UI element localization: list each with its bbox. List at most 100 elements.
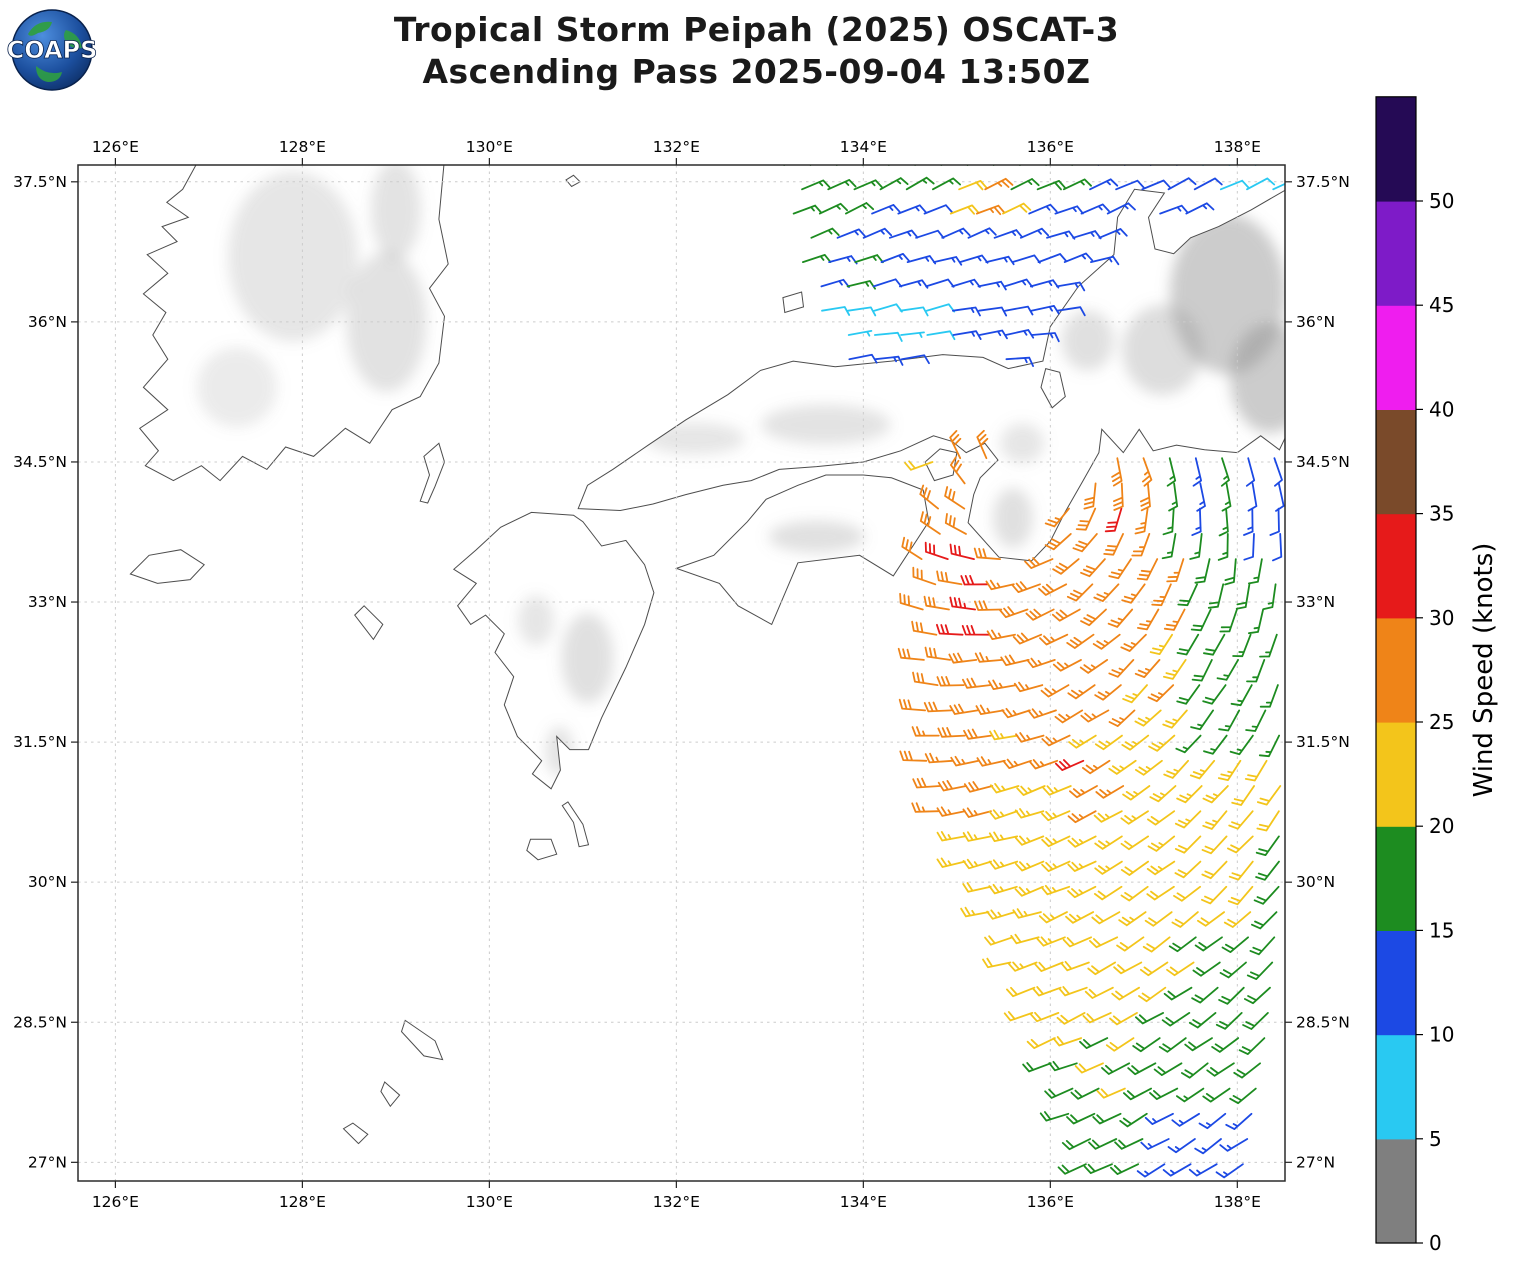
wind-barb — [801, 179, 831, 191]
wind-barb — [1123, 1087, 1152, 1101]
terrain-shading — [196, 165, 1285, 777]
wind-barb — [1054, 205, 1084, 215]
wind-barb — [948, 652, 978, 664]
wind-barb — [1235, 583, 1251, 610]
wind-barb — [960, 575, 989, 586]
page-title-line2: Ascending Pass 2025-09-04 13:50Z — [422, 52, 1091, 91]
wind-barb — [1032, 986, 1062, 997]
coastline-jeju — [129, 549, 205, 584]
wind-barb — [1101, 1062, 1131, 1075]
wind-barb — [1012, 908, 1042, 919]
wind-barb — [1058, 986, 1088, 997]
wind-barb — [1227, 835, 1254, 854]
wind-barb — [1238, 1037, 1266, 1055]
wind-barb — [1185, 202, 1215, 215]
wind-barb — [986, 629, 1016, 640]
wind-barb — [914, 165, 918, 166]
wind-barb — [900, 354, 930, 365]
wind-barb — [905, 176, 935, 191]
wind-barb — [1056, 306, 1086, 317]
wind-barb — [1131, 533, 1151, 557]
wind-barb — [792, 204, 822, 215]
wind-barb — [1146, 885, 1175, 901]
wind-barb — [1072, 533, 1098, 553]
axis-tick-label: 134°E — [840, 1193, 887, 1211]
wind-barb — [1194, 936, 1223, 952]
wind-barb — [897, 647, 925, 661]
wind-barb — [846, 280, 876, 290]
wind-barb — [1147, 684, 1175, 703]
wind-barb — [1136, 558, 1159, 581]
axis-tick-label: 128°E — [279, 1193, 326, 1211]
wind-barb — [1067, 860, 1097, 872]
wind-barb — [1171, 911, 1199, 928]
wind-barb — [1174, 835, 1202, 854]
wind-barb — [1014, 885, 1044, 897]
coastline-oki — [782, 291, 805, 314]
axis-tick-label: 126°E — [92, 138, 139, 156]
wind-barb — [911, 620, 938, 636]
wind-barb — [982, 957, 1012, 969]
wind-barb — [1229, 734, 1254, 756]
wind-barb — [989, 729, 1019, 741]
wind-barb — [1149, 633, 1173, 655]
wind-barb — [1249, 936, 1276, 956]
wind-barb — [1207, 583, 1225, 609]
wind-barb — [988, 831, 1019, 842]
colorbar-segment — [1376, 201, 1416, 306]
wind-barb — [1246, 659, 1266, 683]
wind-barb — [1084, 986, 1114, 999]
wind-barb — [835, 165, 839, 166]
wind-barb — [919, 484, 939, 510]
wind-barb — [1110, 1163, 1140, 1175]
logo-text: COAPS — [7, 36, 98, 64]
wind-barb — [1066, 633, 1095, 649]
coastline-tanegashima — [561, 801, 590, 848]
wind-barb — [960, 906, 990, 918]
wind-barb — [871, 204, 901, 215]
wind-barb — [783, 165, 786, 166]
axis-tick-label: 33°N — [1296, 593, 1335, 611]
wind-barb — [1040, 884, 1071, 896]
wind-barb — [962, 677, 991, 689]
wind-barb — [1158, 1037, 1187, 1053]
wind-barb — [1093, 583, 1120, 602]
wind-barb — [1094, 860, 1123, 875]
wind-barb — [1027, 708, 1057, 719]
coastline-korea — [138, 165, 449, 482]
wind-barb — [1135, 759, 1163, 776]
wind-barb — [1219, 1138, 1249, 1152]
wind-barb — [810, 227, 840, 239]
wind-barb — [1038, 583, 1068, 596]
colorbar-segment — [1376, 826, 1416, 931]
wind-barb — [874, 331, 903, 342]
wind-barb — [974, 652, 1004, 663]
colorbar-tick-label: 40 — [1429, 397, 1454, 421]
wind-barb — [1098, 228, 1128, 239]
wind-barb — [1108, 558, 1132, 580]
wind-barb — [1113, 961, 1143, 975]
wind-barb — [937, 727, 966, 738]
wind-barb — [1008, 961, 1038, 972]
wind-barb — [1046, 230, 1076, 240]
wind-barb — [984, 935, 1014, 946]
wind-barb — [1244, 986, 1271, 1005]
wind-barb — [1113, 482, 1124, 511]
wind-barb — [1052, 659, 1082, 672]
wind-barb — [1026, 657, 1056, 669]
axis-tick-label: 36°N — [1296, 313, 1335, 331]
wind-barb — [1174, 810, 1202, 829]
wind-barb — [1068, 734, 1097, 749]
wind-barb — [1218, 759, 1242, 781]
wind-barb — [1120, 810, 1149, 825]
wind-barb — [949, 204, 980, 215]
wind-barb — [940, 165, 944, 166]
wind-barb — [912, 671, 939, 686]
wind-barb — [1245, 709, 1267, 732]
wind-barb — [963, 728, 992, 740]
wind-barb — [904, 460, 934, 471]
wind-barb — [1189, 533, 1203, 560]
coaps-logo: COAPS — [6, 9, 98, 91]
wind-barb — [951, 278, 981, 288]
wind-barb — [1122, 785, 1151, 801]
